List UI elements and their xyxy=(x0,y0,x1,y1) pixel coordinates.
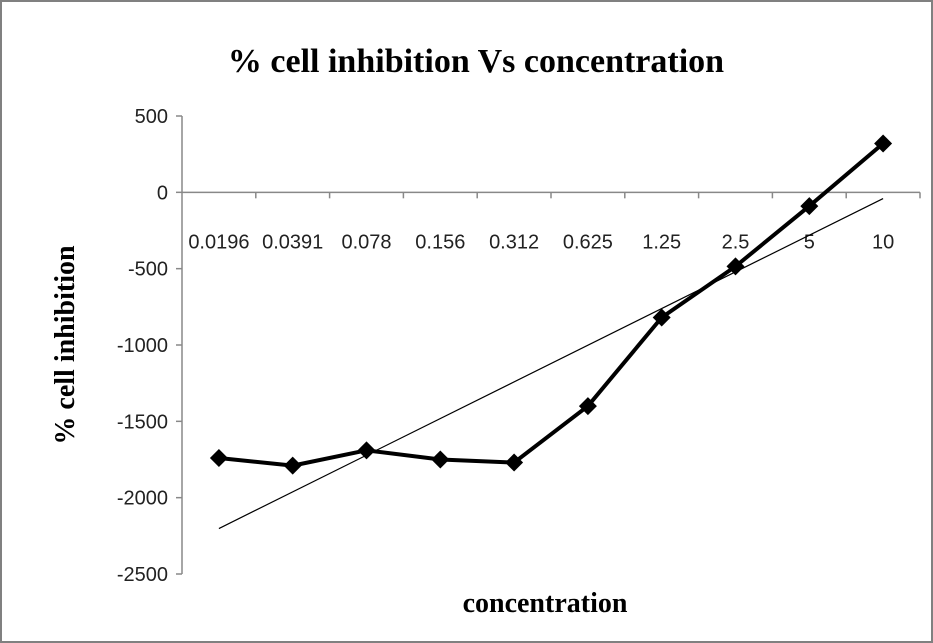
x-tick-label: 0.312 xyxy=(489,231,539,253)
y-tick-label: 500 xyxy=(135,106,168,128)
marker xyxy=(209,448,228,467)
series-line xyxy=(218,141,885,468)
y-tick-label: 0 xyxy=(157,182,168,204)
x-tick-label: 5 xyxy=(804,231,815,253)
y-tick-label: -500 xyxy=(128,259,168,281)
y-tick-label: -2000 xyxy=(117,488,168,510)
marker xyxy=(357,441,376,460)
x-axis-title: concentration xyxy=(463,588,628,619)
x-tick-label: 0.625 xyxy=(563,231,613,253)
x-tick-label: 1.25 xyxy=(642,231,681,253)
y-tick-label: -2500 xyxy=(117,564,168,586)
marker xyxy=(726,257,745,276)
x-tick-label: 0.0391 xyxy=(262,231,323,253)
trendline xyxy=(218,198,884,530)
marker xyxy=(431,450,450,469)
marker xyxy=(800,197,819,216)
y-tick-label: -1000 xyxy=(117,335,168,357)
x-tick-label: 0.156 xyxy=(415,231,465,253)
chart-title: % cell inhibition Vs concentration xyxy=(228,43,724,80)
marker xyxy=(505,453,524,472)
x-tick-label: 2.5 xyxy=(722,231,750,253)
x-tick-label: 0.0196 xyxy=(188,231,249,253)
y-axis-title: % cell inhibition xyxy=(50,245,81,445)
marker xyxy=(578,397,597,416)
marker xyxy=(283,456,302,475)
y-tick-label: -1500 xyxy=(117,411,168,433)
x-tick-label: 10 xyxy=(872,231,894,253)
marker xyxy=(874,134,893,153)
x-tick-label: 0.078 xyxy=(341,231,391,253)
marker xyxy=(652,308,671,327)
